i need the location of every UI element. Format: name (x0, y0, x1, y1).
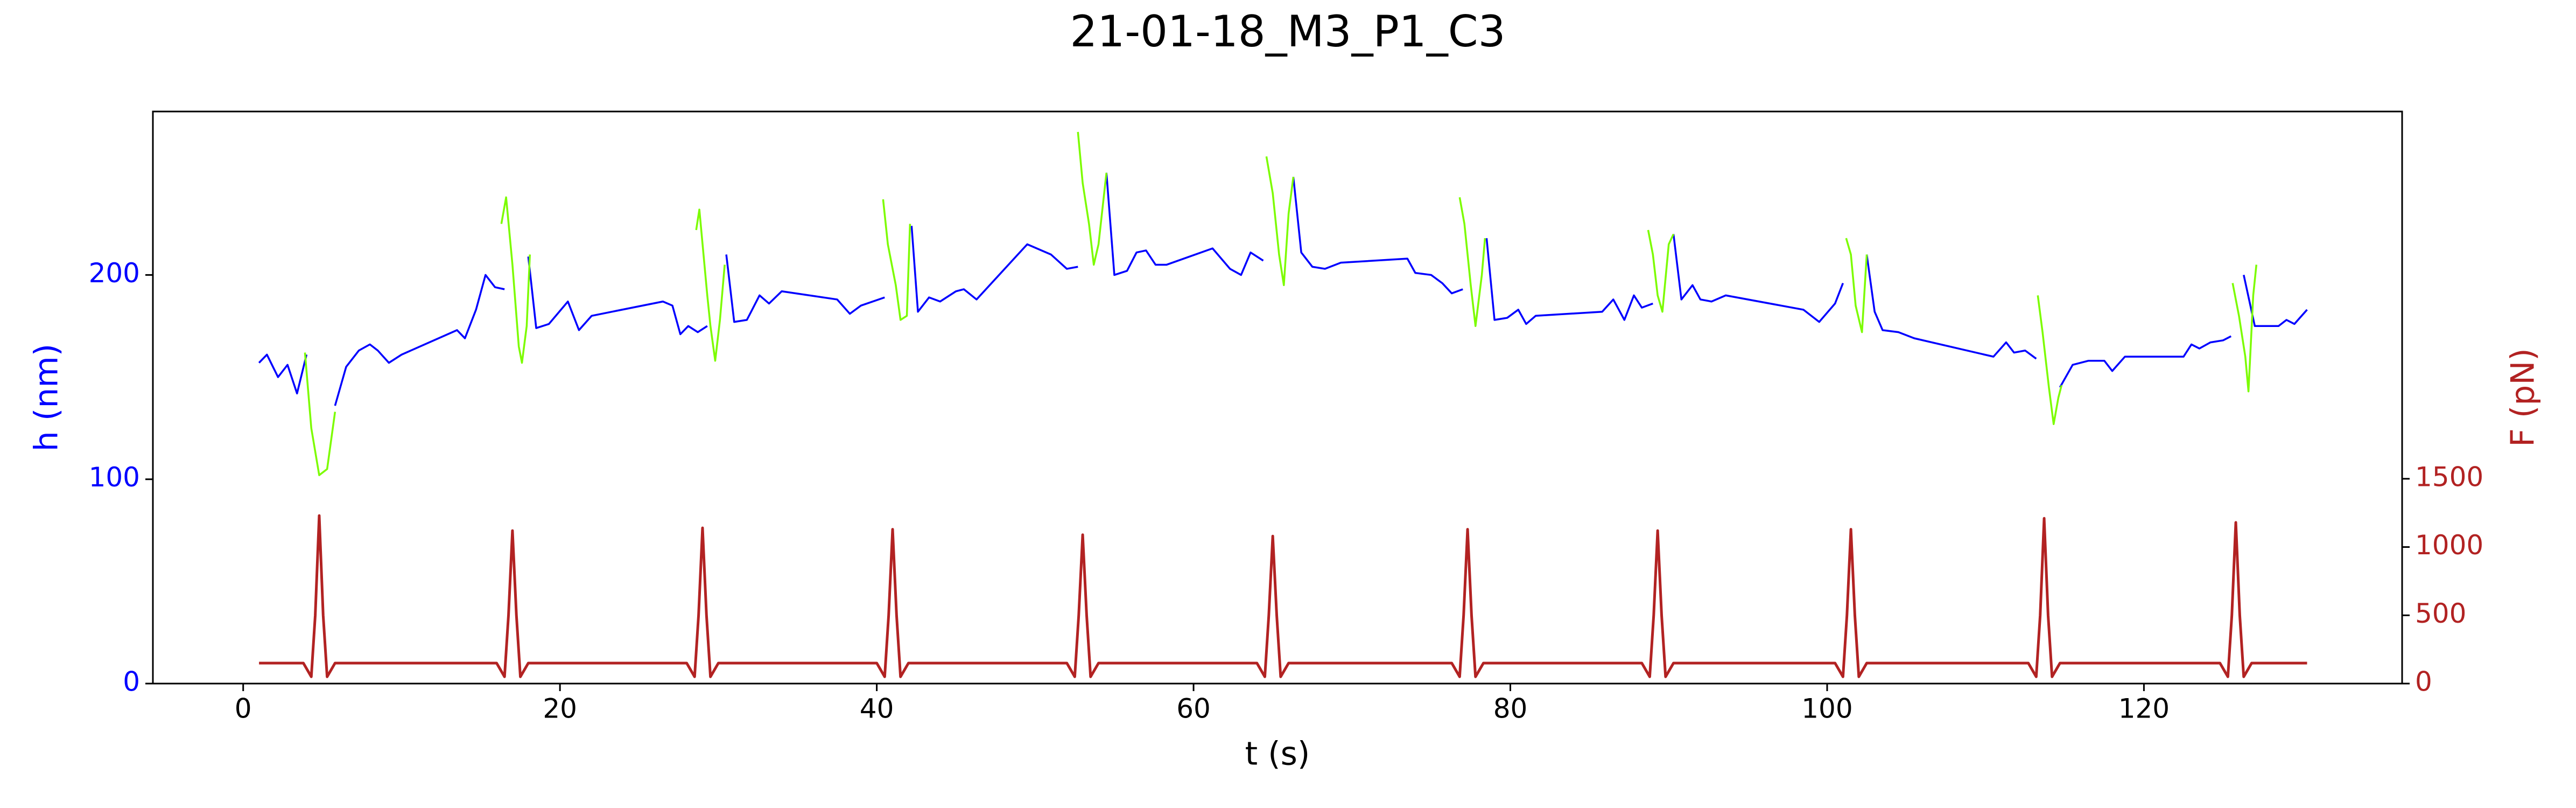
x-axis-label: t (s) (1245, 735, 1310, 773)
x-tick-label: 120 (2118, 693, 2170, 725)
x-tick-label: 60 (1176, 693, 1211, 725)
x-tick-label: 100 (1801, 693, 1852, 725)
y-axis-label: h (nm) (28, 344, 66, 451)
y-tick-label: 100 (89, 462, 140, 493)
y-tick-label: 0 (123, 666, 140, 698)
x-tick-label: 80 (1493, 693, 1528, 725)
y2-tick-label: 0 (2415, 666, 2432, 698)
y-tick-label: 200 (89, 257, 140, 289)
y2-tick-label: 1000 (2415, 530, 2483, 561)
plot-frame (152, 110, 2403, 685)
x-tick-label: 0 (235, 693, 252, 725)
y2-axis-label: F (pN) (2504, 348, 2542, 447)
x-tick-label: 20 (543, 693, 577, 725)
data-line (258, 172, 2308, 406)
data-line (304, 131, 2258, 476)
data-line (259, 514, 2307, 678)
x-tick-label: 40 (860, 693, 894, 725)
y2-tick-label: 500 (2415, 598, 2466, 629)
y2-tick-label: 1500 (2415, 461, 2483, 492)
chart-title: 21-01-18_M3_P1_C3 (1070, 6, 1506, 57)
